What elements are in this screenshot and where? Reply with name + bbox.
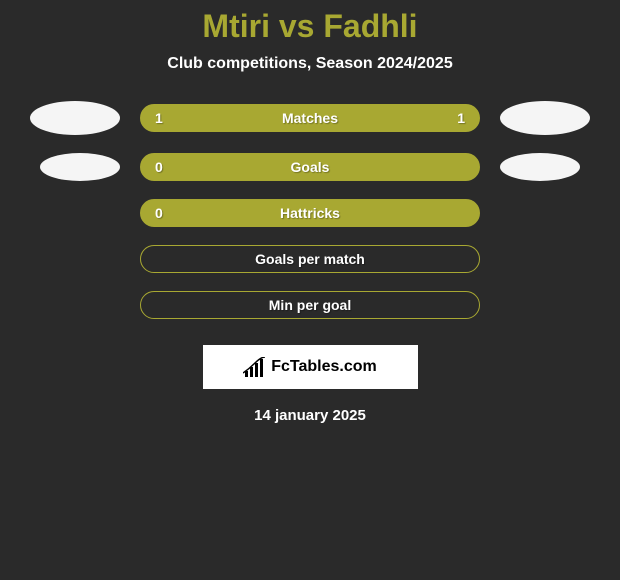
- stat-label: Goals per match: [255, 251, 365, 267]
- date-text: 14 january 2025: [254, 407, 366, 424]
- stat-bar: 0 Hattricks: [140, 199, 480, 227]
- stats-container: 1 Matches 1 0 Goals 0 Hattricks Goals per match…: [30, 101, 590, 337]
- stat-bar: 1 Matches 1: [140, 104, 480, 132]
- stat-row: 0 Hattricks: [30, 199, 590, 227]
- stat-label: Goals: [291, 159, 330, 175]
- stat-label: Hattricks: [280, 205, 340, 221]
- player-avatar-right: [500, 101, 590, 135]
- stat-bar: Goals per match: [140, 245, 480, 273]
- logo-text: FcTables.com: [271, 358, 377, 376]
- player-avatar-left: [40, 153, 120, 181]
- page-title: Mtiri vs Fadhli: [202, 8, 417, 45]
- stat-bar: 0 Goals: [140, 153, 480, 181]
- chart-icon: [243, 357, 267, 377]
- stat-label: Min per goal: [269, 297, 351, 313]
- logo-content: FcTables.com: [243, 357, 377, 377]
- stat-value-left: 0: [155, 205, 163, 221]
- player-avatar-right: [500, 153, 580, 181]
- player-avatar-left: [30, 101, 120, 135]
- main-container: Mtiri vs Fadhli Club competitions, Seaso…: [0, 0, 620, 424]
- stat-value-left: 1: [155, 110, 163, 126]
- stat-row: Goals per match: [30, 245, 590, 273]
- stat-label: Matches: [282, 110, 338, 126]
- stat-bar: Min per goal: [140, 291, 480, 319]
- stat-row: Min per goal: [30, 291, 590, 319]
- subtitle: Club competitions, Season 2024/2025: [167, 55, 452, 73]
- stat-value-left: 0: [155, 159, 163, 175]
- stat-value-right: 1: [457, 110, 465, 126]
- stat-row: 1 Matches 1: [30, 101, 590, 135]
- stat-row: 0 Goals: [30, 153, 590, 181]
- logo-box[interactable]: FcTables.com: [203, 345, 418, 389]
